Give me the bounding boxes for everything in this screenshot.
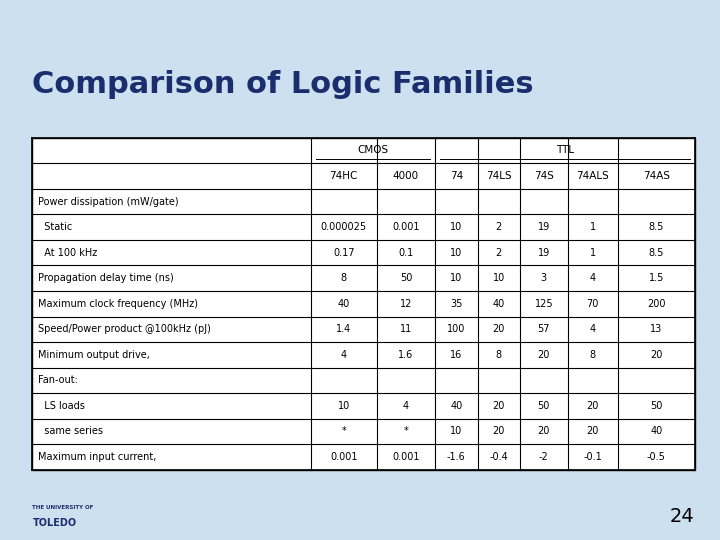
Text: 74HC: 74HC bbox=[330, 171, 358, 181]
Text: Fan-out:: Fan-out: bbox=[37, 375, 78, 386]
Text: 1: 1 bbox=[590, 248, 596, 258]
Text: 3: 3 bbox=[541, 273, 546, 283]
Text: 74: 74 bbox=[450, 171, 463, 181]
Text: 20: 20 bbox=[587, 427, 599, 436]
Text: 10: 10 bbox=[450, 222, 462, 232]
Text: 50: 50 bbox=[400, 273, 412, 283]
Text: *: * bbox=[404, 427, 408, 436]
Text: Comparison of Logic Families: Comparison of Logic Families bbox=[32, 70, 534, 99]
Text: 4: 4 bbox=[403, 401, 409, 411]
Text: 13: 13 bbox=[650, 325, 662, 334]
Text: Maximum clock frequency (MHz): Maximum clock frequency (MHz) bbox=[37, 299, 198, 309]
Text: 1: 1 bbox=[590, 222, 596, 232]
Text: 74AS: 74AS bbox=[643, 171, 670, 181]
Text: 20: 20 bbox=[650, 350, 662, 360]
Text: 10: 10 bbox=[450, 273, 462, 283]
Text: THE UNIVERSITY OF: THE UNIVERSITY OF bbox=[32, 504, 94, 510]
Text: 2: 2 bbox=[495, 222, 502, 232]
Text: 50: 50 bbox=[538, 401, 550, 411]
Text: 11: 11 bbox=[400, 325, 412, 334]
Text: 8: 8 bbox=[495, 350, 502, 360]
Text: LS loads: LS loads bbox=[37, 401, 84, 411]
Text: -1.6: -1.6 bbox=[447, 452, 466, 462]
Text: Minimum output drive,: Minimum output drive, bbox=[37, 350, 150, 360]
Text: 20: 20 bbox=[538, 427, 550, 436]
Text: 20: 20 bbox=[492, 427, 505, 436]
Text: At 100 kHz: At 100 kHz bbox=[37, 248, 97, 258]
Text: 8: 8 bbox=[590, 350, 596, 360]
Text: 0.000025: 0.000025 bbox=[320, 222, 366, 232]
Text: -0.5: -0.5 bbox=[647, 452, 666, 462]
Text: 70: 70 bbox=[587, 299, 599, 309]
Text: 10: 10 bbox=[450, 427, 462, 436]
Text: Power dissipation (mW/gate): Power dissipation (mW/gate) bbox=[37, 197, 179, 207]
Text: 40: 40 bbox=[492, 299, 505, 309]
Text: 0.001: 0.001 bbox=[392, 222, 420, 232]
Text: 20: 20 bbox=[587, 401, 599, 411]
Text: 4: 4 bbox=[341, 350, 347, 360]
Text: Speed/Power product @100kHz (pJ): Speed/Power product @100kHz (pJ) bbox=[37, 325, 210, 334]
Text: 10: 10 bbox=[492, 273, 505, 283]
Text: 19: 19 bbox=[538, 222, 550, 232]
Text: *: * bbox=[341, 427, 346, 436]
Text: 12: 12 bbox=[400, 299, 412, 309]
Text: 125: 125 bbox=[534, 299, 553, 309]
Text: 100: 100 bbox=[447, 325, 466, 334]
Text: 4: 4 bbox=[590, 325, 596, 334]
Text: 20: 20 bbox=[492, 325, 505, 334]
Text: 1.4: 1.4 bbox=[336, 325, 351, 334]
Text: 74S: 74S bbox=[534, 171, 554, 181]
Text: 40: 40 bbox=[450, 401, 462, 411]
Text: -0.4: -0.4 bbox=[490, 452, 508, 462]
Text: 1.5: 1.5 bbox=[649, 273, 664, 283]
Text: 200: 200 bbox=[647, 299, 665, 309]
Text: Maximum input current,: Maximum input current, bbox=[37, 452, 156, 462]
Text: 24: 24 bbox=[670, 508, 695, 526]
Text: 20: 20 bbox=[492, 401, 505, 411]
Text: 19: 19 bbox=[538, 248, 550, 258]
Text: 4: 4 bbox=[590, 273, 596, 283]
Text: 16: 16 bbox=[450, 350, 462, 360]
Text: 0.001: 0.001 bbox=[330, 452, 357, 462]
Text: CMOS: CMOS bbox=[357, 145, 388, 156]
Text: Static: Static bbox=[37, 222, 72, 232]
Text: 2: 2 bbox=[495, 248, 502, 258]
Text: 0.001: 0.001 bbox=[392, 452, 420, 462]
Text: 0.1: 0.1 bbox=[398, 248, 413, 258]
Text: 40: 40 bbox=[338, 299, 350, 309]
Text: 74LS: 74LS bbox=[486, 171, 511, 181]
Text: 50: 50 bbox=[650, 401, 662, 411]
Text: 10: 10 bbox=[338, 401, 350, 411]
Text: 40: 40 bbox=[650, 427, 662, 436]
Text: 35: 35 bbox=[450, 299, 462, 309]
Text: 1.6: 1.6 bbox=[398, 350, 413, 360]
Text: 20: 20 bbox=[538, 350, 550, 360]
Text: 4000: 4000 bbox=[393, 171, 419, 181]
Text: 57: 57 bbox=[538, 325, 550, 334]
Text: 0.17: 0.17 bbox=[333, 248, 354, 258]
Text: 10: 10 bbox=[450, 248, 462, 258]
Text: 8: 8 bbox=[341, 273, 347, 283]
Text: TOLEDO: TOLEDO bbox=[32, 518, 76, 528]
Text: -2: -2 bbox=[539, 452, 549, 462]
Text: 8.5: 8.5 bbox=[649, 222, 664, 232]
Text: 74ALS: 74ALS bbox=[577, 171, 609, 181]
Text: same series: same series bbox=[37, 427, 103, 436]
Text: -0.1: -0.1 bbox=[583, 452, 602, 462]
Text: Propagation delay time (ns): Propagation delay time (ns) bbox=[37, 273, 174, 283]
Text: 8.5: 8.5 bbox=[649, 248, 664, 258]
Text: TTL: TTL bbox=[556, 145, 574, 156]
